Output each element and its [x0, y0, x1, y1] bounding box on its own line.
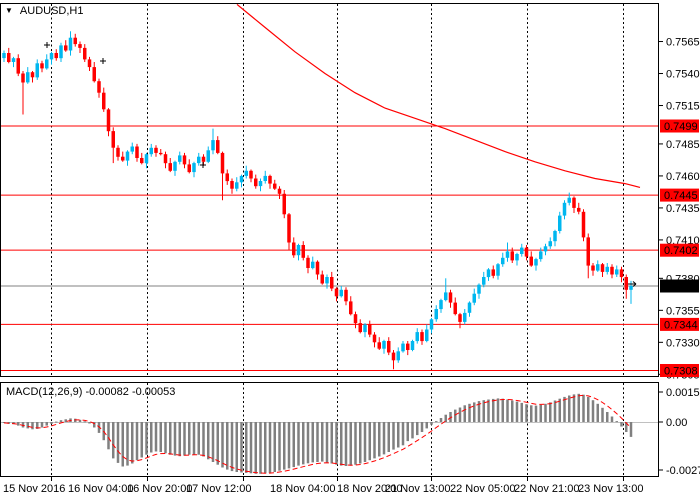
main-panel-border: [0, 3, 659, 377]
price-axis-label[interactable]: 0.7515: [666, 101, 700, 113]
time-axis-label[interactable]: 17 Nov 12:00: [186, 483, 251, 495]
macd-axis-label: 0.00153: [666, 387, 700, 399]
time-axis-label[interactable]: 15 Nov 2016: [3, 483, 65, 495]
current-price-badge: [660, 279, 699, 293]
time-axis-label[interactable]: 22 Nov 21:00: [514, 483, 579, 495]
symbol-label[interactable]: ▼ AUDUSD,H1: [5, 5, 84, 17]
current-price-badge-text: 0.7374: [664, 281, 698, 293]
macd-axis-label: 0.00: [666, 417, 687, 429]
time-axis-label[interactable]: 18 Nov 04:00: [270, 483, 335, 495]
macd-indicator-label: MACD(12,26,9) -0.00082 -0.00053: [6, 386, 176, 398]
price-axis-label[interactable]: 0.7540: [666, 69, 700, 81]
chevron-down-icon[interactable]: ▼: [5, 6, 13, 15]
symbol-label-text: AUDUSD,H1: [19, 5, 84, 17]
time-axis-label[interactable]: 22 Nov 05:00: [450, 483, 515, 495]
price-level-badge: [660, 188, 699, 202]
price-axis-label[interactable]: 0.7435: [666, 203, 700, 215]
price-level-badge-text: 0.7308: [664, 366, 698, 378]
time-axis-label[interactable]: 16 Nov 04:00: [68, 483, 133, 495]
macd-panel-border: [0, 382, 659, 477]
macd-histogram: [2, 393, 633, 474]
price-level-badge: [660, 364, 699, 377]
price-axis-label[interactable]: 0.7330: [666, 337, 700, 349]
macd-axis-label: -0.0027: [666, 465, 700, 477]
price-pointer-arrow: [628, 281, 637, 287]
price-level-badge: [660, 243, 699, 257]
price-axis-label[interactable]: 0.7565: [666, 37, 700, 49]
price-axis-label[interactable]: 0.7355: [666, 305, 700, 317]
time-axis-label[interactable]: 16 Nov 20:00: [127, 483, 192, 495]
candles-group: [2, 31, 633, 370]
price-axis-label[interactable]: 0.7485: [666, 139, 700, 151]
price-axis-label[interactable]: 0.7460: [666, 171, 700, 183]
macd-signal-line: [3, 394, 632, 474]
price-level-badge-text: 0.7402: [664, 245, 698, 257]
price-level-badge: [660, 119, 699, 133]
time-axis-label[interactable]: 18 Nov 20:00: [337, 483, 402, 495]
price-level-badge-text: 0.7499: [664, 121, 698, 133]
price-level-badge-text: 0.7344: [664, 319, 698, 331]
time-axis-label[interactable]: 23 Nov 13:00: [578, 483, 643, 495]
price-level-badge-text: 0.7445: [664, 190, 698, 202]
price-level-badge: [660, 317, 699, 331]
time-axis-label[interactable]: 21 Nov 13:00: [385, 483, 450, 495]
moving-average-line: [236, 4, 641, 188]
